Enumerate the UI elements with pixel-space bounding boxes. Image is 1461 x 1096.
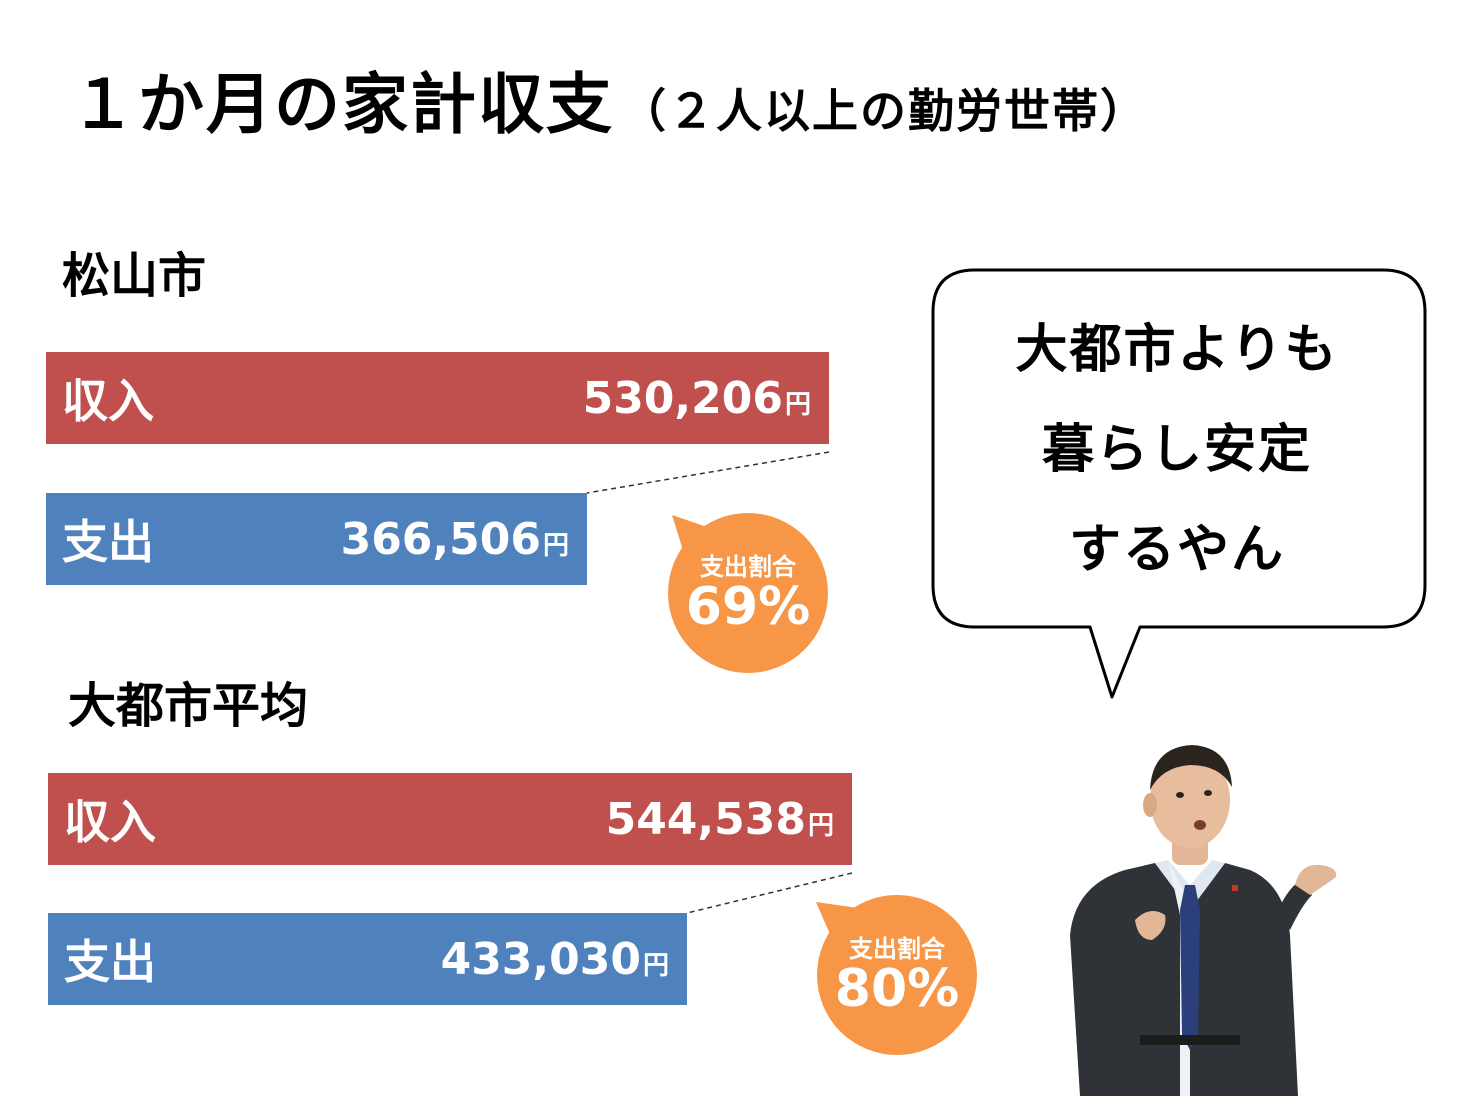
dashed-connector-matsuyama [586,451,830,494]
bar-label: 支出 [64,935,156,989]
bar-label: 収入 [64,795,156,849]
bar-expense-matsuyama: 支出 366,506円 [46,493,587,585]
ratio-value: 80% [834,959,960,1020]
bar-expense-big-city: 支出 433,030円 [48,913,687,1005]
bar-value: 530,206円 [583,373,811,424]
ratio-label: 支出割合 [849,935,945,964]
bar-value-number: 366,506 [340,513,541,565]
bar-value-number: 530,206 [582,372,783,424]
title-main: １か月の家計収支 [70,66,614,143]
bar-value: 433,030円 [441,934,669,985]
badge-pointer-matsuyama [672,515,710,560]
bar-value-unit: 円 [542,530,569,561]
speech-bubble-text: 大都市よりも 暮らし安定 するやん [930,300,1424,600]
speech-bubble [931,268,1427,699]
bar-value-number: 433,030 [440,933,641,985]
badge-pointer-big-city [816,902,858,948]
bar-income-big-city: 収入 544,538円 [48,773,852,865]
dashed-connector-big-city [686,872,853,914]
speech-line: 大都市よりも [1015,320,1339,380]
bar-value-unit: 円 [807,810,834,841]
title-sub: （２人以上の勤労世帯） [620,84,1148,138]
ratio-label: 支出割合 [700,553,796,582]
bar-label: 収入 [62,374,154,428]
page-title: １か月の家計収支 （２人以上の勤労世帯） [70,72,1148,138]
bar-value-number: 544,538 [605,793,806,845]
group-label-matsuyama: 松山市 [62,248,207,304]
bar-income-matsuyama: 収入 530,206円 [46,352,829,444]
speech-line: するやん [1068,520,1285,580]
bar-label: 支出 [62,515,154,569]
bar-value: 544,538円 [606,794,834,845]
bar-value-unit: 円 [784,389,811,420]
bar-value-unit: 円 [642,950,669,981]
ratio-value: 69% [685,577,811,638]
group-label-big-city: 大都市平均 [68,678,309,734]
bar-value: 366,506円 [341,514,569,565]
businessman-icon [1070,745,1337,1096]
speech-line: 暮らし安定 [1041,420,1312,480]
